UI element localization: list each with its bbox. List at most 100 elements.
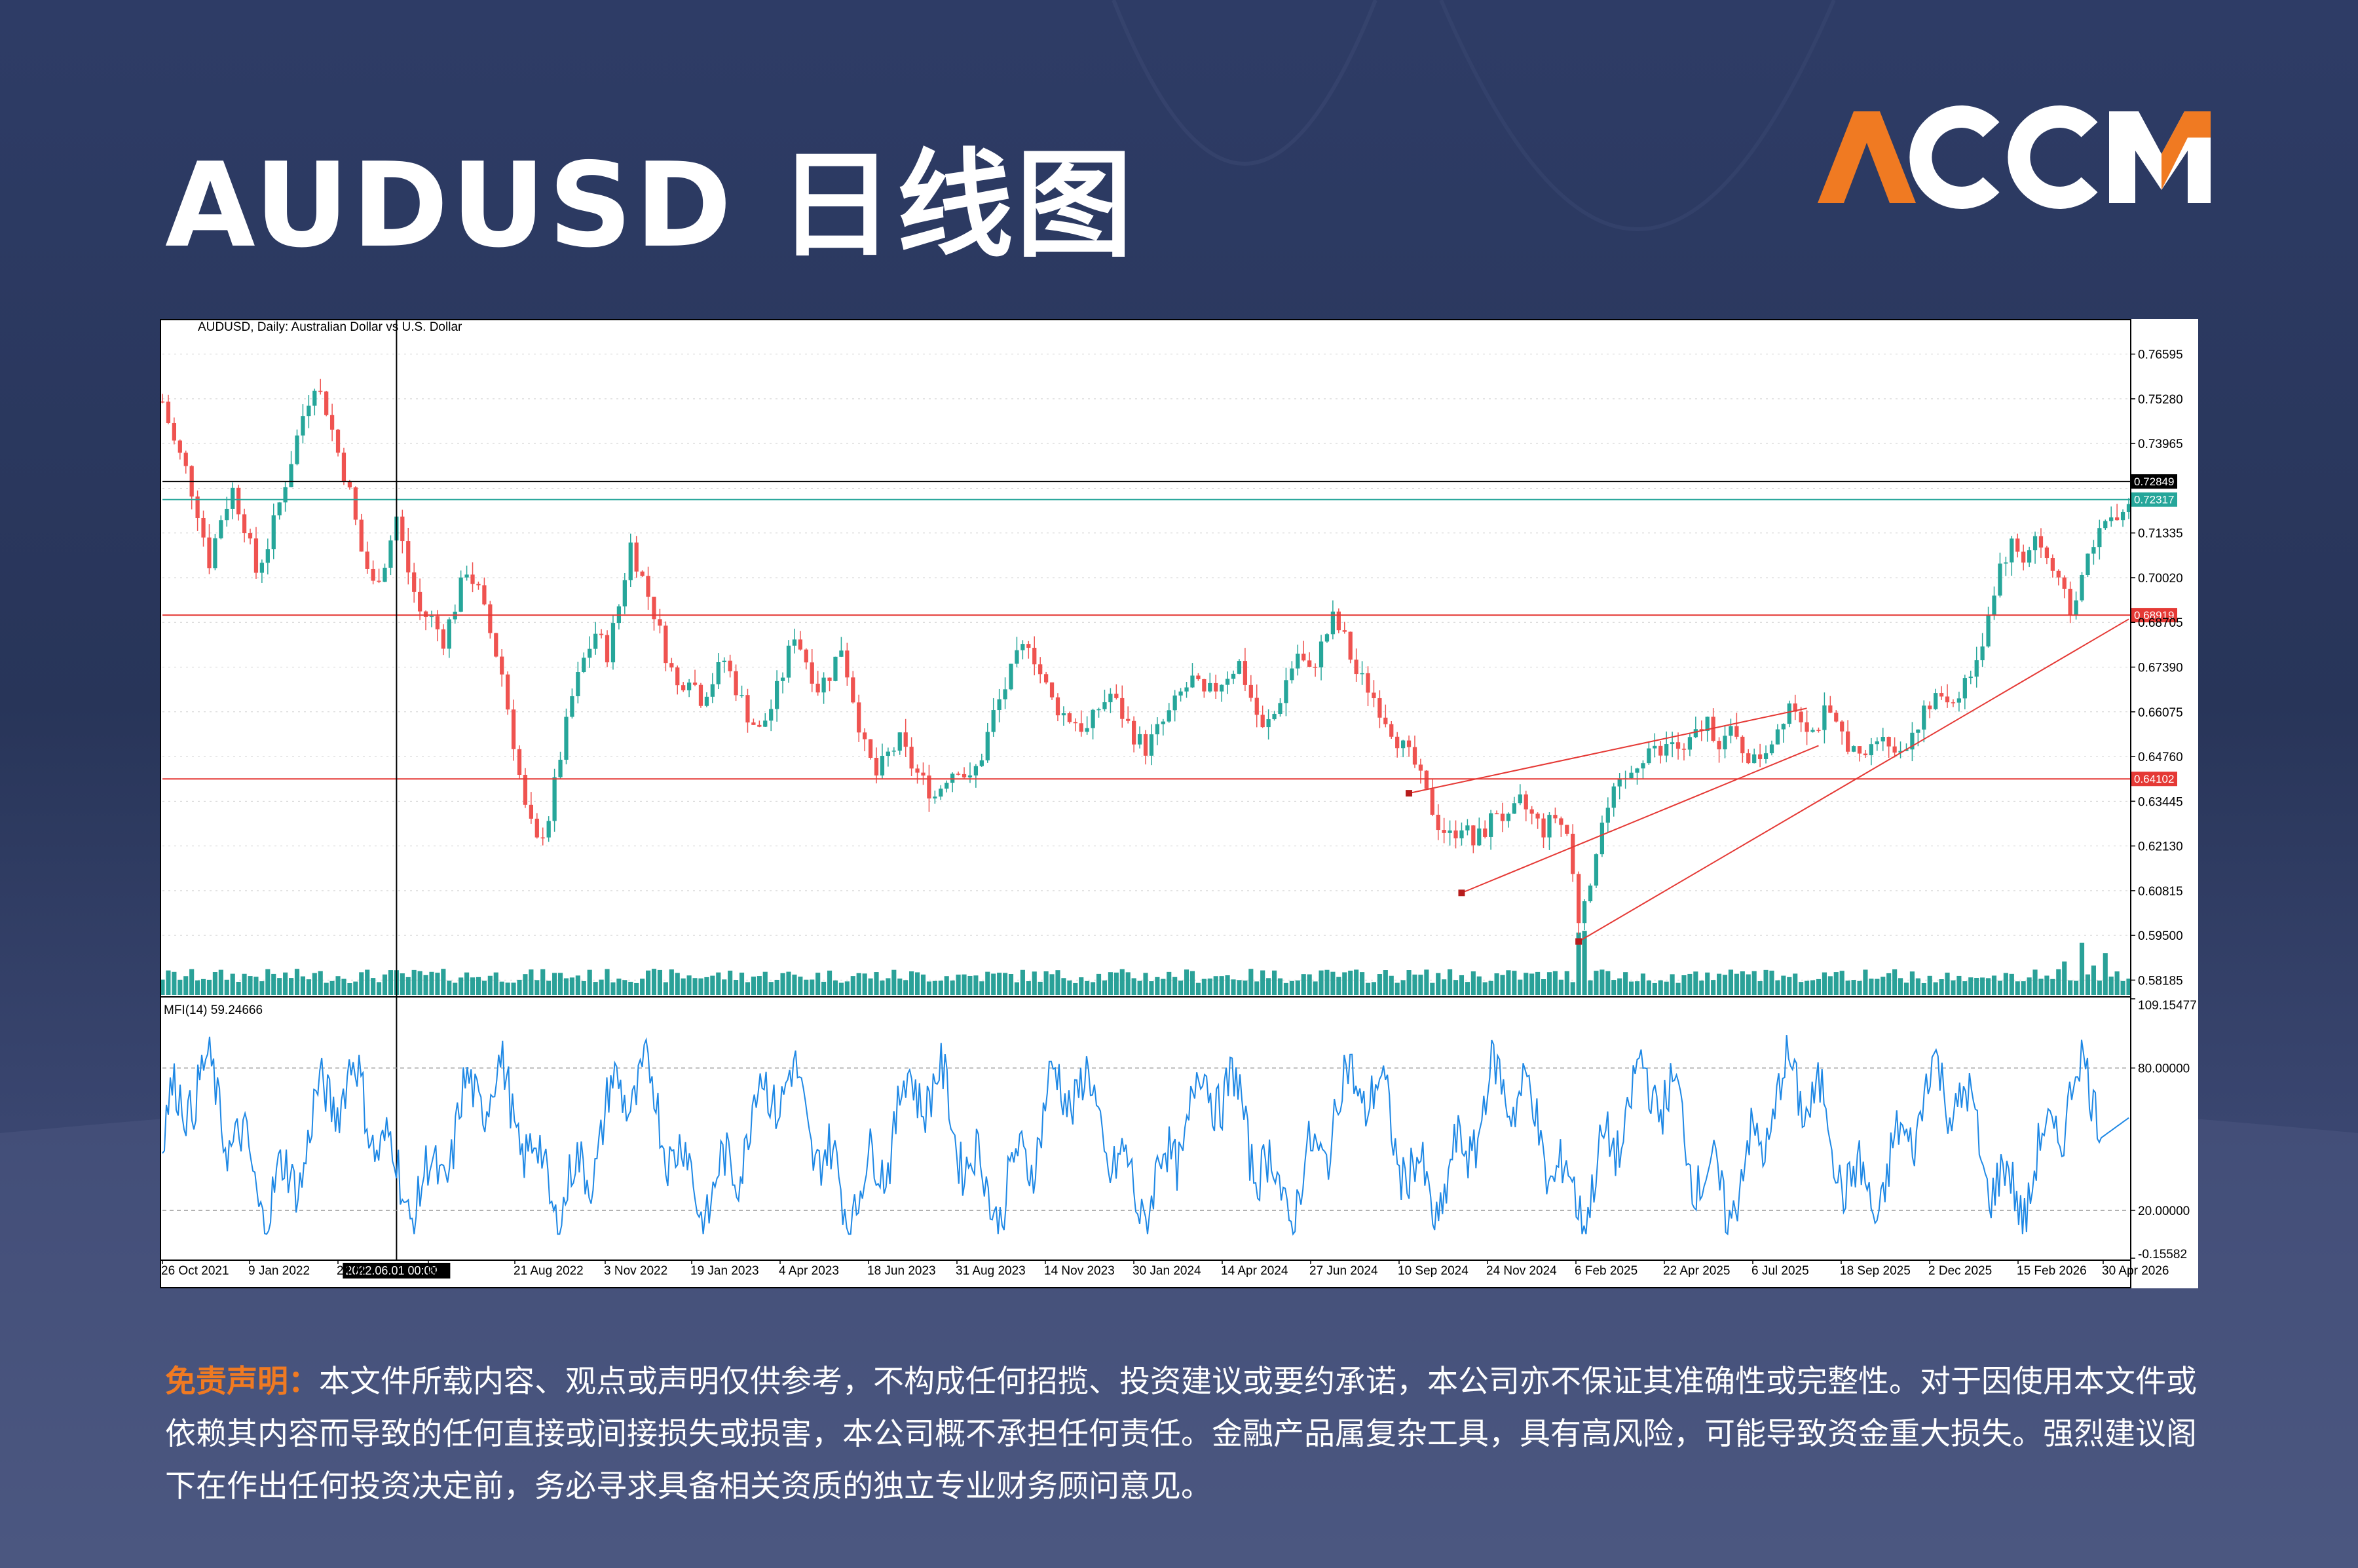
candle-body [329, 415, 335, 430]
candle-body [1547, 815, 1552, 838]
volume-bar [306, 979, 311, 995]
volume-bar [481, 980, 487, 995]
volume-bar [1400, 980, 1406, 995]
price-chart[interactable]: 0.72849 0.72317 0.68919 0.64102 2022.06.01 … [160, 319, 2198, 1288]
volume-bar [1827, 976, 1833, 995]
candle-body [523, 774, 528, 805]
volume-bar [487, 975, 493, 995]
candle-body [1477, 828, 1482, 846]
volume-bar [1418, 975, 1423, 995]
candle-body [675, 667, 680, 686]
volume-bar [1898, 978, 1903, 995]
volume-bar [1149, 981, 1154, 995]
chart-header: AUDUSD, Daily: Australian Dollar vs U.S.… [198, 320, 462, 334]
candle-body [664, 625, 668, 663]
candle-body [1699, 729, 1704, 732]
volume-bar [2085, 974, 2091, 995]
volume-bar [1512, 971, 1517, 995]
crosshair-time-box [343, 1263, 451, 1279]
volume-bar [1406, 970, 1412, 995]
candle-body [1178, 691, 1183, 696]
volume-bar [1324, 969, 1330, 995]
candle-body [2126, 504, 2131, 512]
volume-bar [874, 972, 879, 995]
candle-body [1049, 682, 1055, 698]
volume-bar [405, 977, 411, 995]
candle-body [1085, 728, 1089, 732]
volume-bar [1722, 975, 1728, 995]
candle-body [324, 391, 329, 415]
volume-bar [1219, 976, 1224, 995]
candle-body [1471, 825, 1476, 846]
candle-body [2004, 562, 2008, 564]
level-label: 0.64102 [2134, 773, 2174, 785]
disclaimer-text: 本文件所载内容、观点或声明仅供参考，不构成任何招揽、投资建议或要约承诺，本公司亦… [165, 1364, 2197, 1504]
volume-bar [868, 978, 873, 995]
volume-bar [739, 972, 745, 995]
volume-bar [2074, 980, 2079, 995]
volume-bar [1243, 980, 1248, 995]
candle-body [1043, 674, 1049, 682]
candle-body [886, 751, 891, 756]
candle-body [1114, 694, 1119, 698]
volume-bar [1664, 981, 1669, 995]
volume-bar [505, 982, 510, 995]
candle-body [1061, 713, 1066, 716]
candle-body [997, 699, 1001, 711]
volume-bar [1002, 973, 1008, 995]
volume-bar [1195, 982, 1201, 995]
volume-bar [798, 977, 803, 995]
volume-bar [359, 972, 364, 995]
candle-body [1705, 717, 1710, 732]
volume-bar [1161, 979, 1166, 995]
volume-bar [1839, 971, 1844, 995]
candle-body [166, 401, 171, 423]
volume-bar [663, 982, 668, 995]
volume-bar [1178, 980, 1184, 995]
volume-bar [183, 976, 189, 995]
x-tick-label: 6 Jul 2025 [1751, 1264, 1809, 1278]
candle-body [1348, 631, 1353, 660]
candle-body [1681, 749, 1687, 750]
x-tick-label: 21 Aug 2022 [514, 1264, 584, 1278]
candle-body [1284, 680, 1288, 703]
volume-bar [400, 973, 405, 995]
volume-bar [365, 969, 370, 995]
chart-panel[interactable]: 0.72849 0.72317 0.68919 0.64102 2022.06.01 … [160, 319, 2198, 1288]
volume-bar [728, 970, 733, 995]
candle-body [2115, 517, 2120, 521]
volume-bar [1102, 980, 1108, 995]
candle-body [1459, 830, 1464, 838]
candle-body [1506, 813, 1511, 821]
candle-body [851, 677, 855, 703]
volume-bar [178, 979, 183, 995]
mfi-tick-label: -0.15582 [2138, 1248, 2187, 1261]
volume-bar [1014, 982, 1020, 995]
candle-body [734, 671, 738, 696]
candle-body [839, 650, 844, 657]
volume-bar [1448, 969, 1453, 995]
candle-body [1851, 746, 1856, 752]
candle-body [353, 487, 358, 520]
candle-body [1009, 663, 1013, 690]
candle-body [973, 766, 979, 775]
volume-bar [329, 980, 335, 995]
volume-bar [1985, 978, 1991, 995]
candle-body [1635, 768, 1639, 773]
volume-bar [1301, 974, 1306, 995]
candle-body [1389, 724, 1394, 737]
volume-bar [476, 977, 481, 995]
volume-bar [1816, 979, 1822, 995]
candle-body [1342, 630, 1347, 632]
volume-bar [909, 971, 914, 995]
candle-body [933, 796, 937, 799]
volume-bar [850, 976, 855, 995]
volume-bar [1605, 971, 1611, 995]
candle-body [1951, 702, 1956, 703]
candle-body [921, 772, 926, 776]
volume-bar [1552, 971, 1558, 995]
candle-body [1734, 726, 1739, 737]
candle-body [739, 695, 744, 696]
candle-body [1980, 646, 1985, 661]
candle-body [1793, 703, 1797, 712]
